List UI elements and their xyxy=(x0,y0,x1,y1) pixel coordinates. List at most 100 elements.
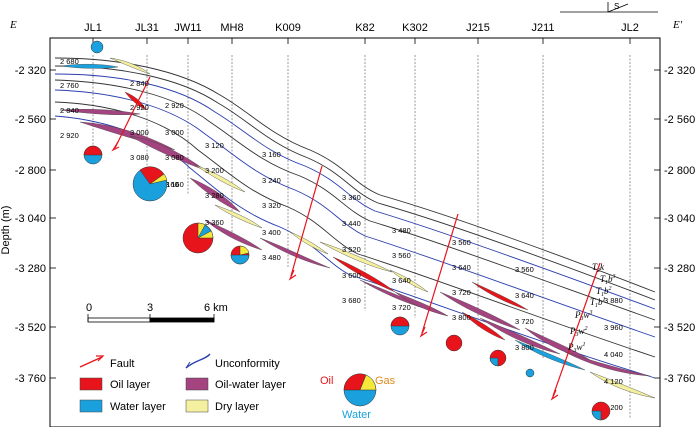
depth-tick-label-right: -3 760 xyxy=(664,373,695,385)
depth-tick-label-right: -2 800 xyxy=(664,165,695,177)
well-depth-label: 3 800 xyxy=(452,313,471,322)
production-pies xyxy=(83,40,611,421)
scale-label-6: 6 km xyxy=(204,302,228,314)
fault-2 xyxy=(288,165,323,281)
horizon-5 xyxy=(54,89,656,338)
dry-layer-f xyxy=(389,269,429,293)
well-depth-label: 4 200 xyxy=(604,403,623,412)
well-depth-label: 2 920 xyxy=(165,101,184,110)
depth-ticks-right: -2 320 -2 560 -2 800 -3 040 -3 280 -3 520 -3 7… xyxy=(654,65,695,385)
pie-jl31 xyxy=(132,166,168,202)
well-name-jl31: JL31 xyxy=(135,22,159,34)
formation-sub: 3 xyxy=(580,316,584,322)
formation-sup: 3 xyxy=(612,274,616,280)
pie-j211-b xyxy=(525,368,535,378)
section-right-label: E' xyxy=(672,19,683,31)
pie-k302 xyxy=(390,316,410,336)
depth-tick-label-left: -2 800 xyxy=(15,165,46,177)
well-depth-label: 3 000 xyxy=(165,128,184,137)
pie-legend: Oil Gas Water xyxy=(320,373,396,421)
oil-water-layer-j xyxy=(479,317,561,355)
depth-tick-label-right: -3 040 xyxy=(664,213,695,225)
formation-suffix: b xyxy=(604,286,609,296)
well-name-k82: K82 xyxy=(355,22,375,34)
formation-label: T1b2 xyxy=(596,286,612,298)
depth-tick-label-right: -3 280 xyxy=(664,263,695,275)
well-depth-label: 3 080 xyxy=(165,153,184,162)
horizon-4 xyxy=(54,79,656,321)
oil-layer-j215b xyxy=(461,311,506,341)
well-depth-label: 3 160 xyxy=(160,180,179,189)
well-depth-label: 3 720 xyxy=(452,288,471,297)
well-depth-label: 2 920 xyxy=(130,103,149,112)
formation-base: P xyxy=(574,310,581,320)
fault-4 xyxy=(550,262,601,401)
pie-jl1 xyxy=(83,145,103,165)
formation-base: P xyxy=(567,342,574,352)
horizon-2 xyxy=(54,65,656,301)
pie-j215 xyxy=(445,334,463,352)
well-name-k302: K302 xyxy=(402,22,428,34)
well-depth-label: 3 160 xyxy=(165,180,184,189)
horizon-3 xyxy=(54,73,656,310)
well-depth-label: 3 560 xyxy=(392,251,411,260)
formation-suffix: b xyxy=(598,297,603,307)
legend-oil-water-layer: Oil-water layer xyxy=(185,377,286,391)
well-depth-label: 3 560 xyxy=(452,238,471,247)
well-depth-label: 2 840 xyxy=(60,106,79,115)
formation-base: P xyxy=(569,326,576,336)
well-depth-label: 3 680 xyxy=(342,296,361,305)
oil-water-layer-i xyxy=(439,291,521,331)
depth-tick-label-left: -2 560 xyxy=(15,114,46,126)
depth-ticks-left: -2 320 -2 560 -2 800 -3 040 -3 280 -3 520 -3 7… xyxy=(15,65,56,385)
oil-water-layer-e xyxy=(204,219,263,251)
formation-sup: 3 xyxy=(589,310,593,316)
water-layer-j211 xyxy=(514,339,586,371)
scale-bar: 0 3 6 km xyxy=(86,302,228,323)
well-depth-label: 3 560 xyxy=(515,265,534,274)
well-depth-label: 3 280 xyxy=(205,191,224,200)
well-depth-label: 3 960 xyxy=(604,323,623,332)
legend-oil-layer-label: Oil layer xyxy=(110,379,151,391)
formation-base: T xyxy=(590,297,596,307)
dry-layer-b xyxy=(194,164,246,193)
pie-j211-a xyxy=(489,349,507,367)
well-depth-label: 3 080 xyxy=(130,153,149,162)
pie-legend-gas: Gas xyxy=(375,375,396,387)
legend-fault: Fault xyxy=(79,355,134,370)
well-name-jw11: JW11 xyxy=(174,22,201,34)
formation-base: T xyxy=(596,286,602,296)
formation-suffix: b xyxy=(608,274,613,284)
formation-label: T1b3 xyxy=(600,274,616,286)
formation-label: P3w1 xyxy=(567,342,586,354)
well-depth-label: 3 720 xyxy=(392,303,411,312)
formation-label: P3w2 xyxy=(569,326,588,338)
well-name-jl2: JL2 xyxy=(621,22,639,34)
pie-legend-oil: Oil xyxy=(320,375,333,387)
dry-layer-c xyxy=(214,204,263,229)
legend-unconformity: Unconformity xyxy=(185,353,280,370)
formation-sub: 3 xyxy=(575,332,579,338)
formation-suffix: w xyxy=(579,326,585,336)
well-depth-label: 3 400 xyxy=(262,228,281,237)
formation-suffix: w xyxy=(584,310,590,320)
well-depth-label: 3 600 xyxy=(342,271,361,280)
dry-layer-g xyxy=(589,371,656,399)
formation-sub: 1 xyxy=(595,303,598,309)
formation-label: P3w3 xyxy=(574,310,593,322)
well-depth-label: 3 120 xyxy=(205,141,224,150)
well-depth-label: 3 440 xyxy=(342,219,361,228)
formation-sup: 2 xyxy=(609,286,612,292)
well-names: JL1 JL31 JW11 MH8 K009 K82 K302 J215 J211 JL2 xyxy=(84,22,639,44)
well-depth-label: 3 240 xyxy=(262,176,281,185)
scale-label-0: 0 xyxy=(86,302,92,314)
well-lines xyxy=(92,55,631,418)
depth-tick-label-right: -2 320 xyxy=(664,65,695,77)
dry-layer-jl31 xyxy=(109,57,151,75)
formation-label: T2k xyxy=(592,262,605,274)
dry-layer-e xyxy=(319,241,393,273)
well-depth-label: 3 200 xyxy=(205,166,224,175)
fault-3 xyxy=(419,213,459,338)
